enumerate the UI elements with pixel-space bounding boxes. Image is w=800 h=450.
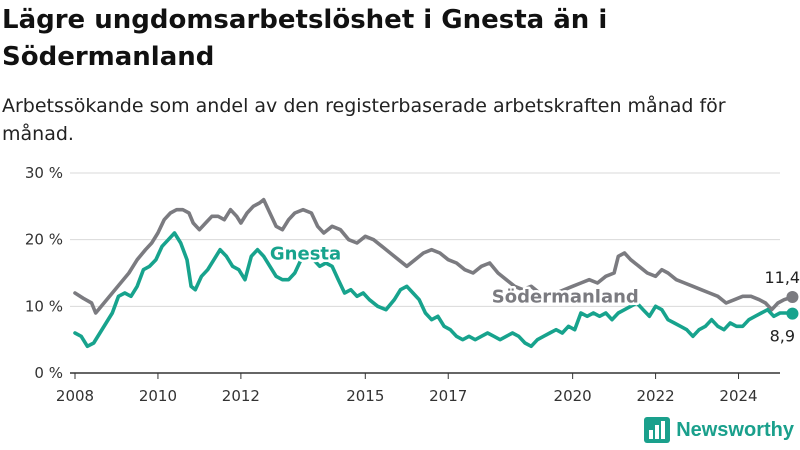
series-line-sdermanland [73, 197, 795, 315]
brand: Newsworthy [644, 416, 794, 444]
x-tick-label: 2020 [554, 387, 592, 405]
series-label-sodermanland: Södermanland [492, 286, 639, 307]
series-end-label: 11,4 % [764, 268, 800, 287]
brand-name: Newsworthy [676, 418, 794, 441]
series-label-gnesta: Gnesta [270, 244, 341, 265]
x-tick-label: 2012 [222, 387, 260, 405]
chart-subtitle: Arbetssökande som andel av den registerb… [2, 95, 726, 145]
series-line-gnesta [73, 231, 795, 349]
x-tick-label: 2015 [346, 387, 384, 405]
y-tick-label: 30 % [25, 164, 63, 182]
bar-chart-logo-icon [644, 417, 671, 443]
y-tick-label: 0 % [34, 364, 63, 382]
x-tick-label: 2010 [139, 387, 177, 405]
x-tick-label: 2022 [636, 387, 674, 405]
x-tick-label: 2017 [429, 387, 467, 405]
y-tick-label: 10 % [25, 297, 63, 315]
y-tick-label: 20 % [25, 231, 63, 249]
series-end-marker [786, 307, 799, 320]
series-end-marker [786, 291, 799, 303]
line-chart: 0 % 10 % 20 % 30 % 2008 2010 2012 2015 2017 2020 2… [25, 164, 800, 405]
x-tick-label: 2024 [719, 387, 757, 405]
x-tick-label: 2008 [56, 387, 94, 405]
chart-title: Lägre ungdomsarbetslöshet i Gnesta än i … [2, 5, 608, 72]
series-end-label: 8,9 % [770, 327, 800, 346]
